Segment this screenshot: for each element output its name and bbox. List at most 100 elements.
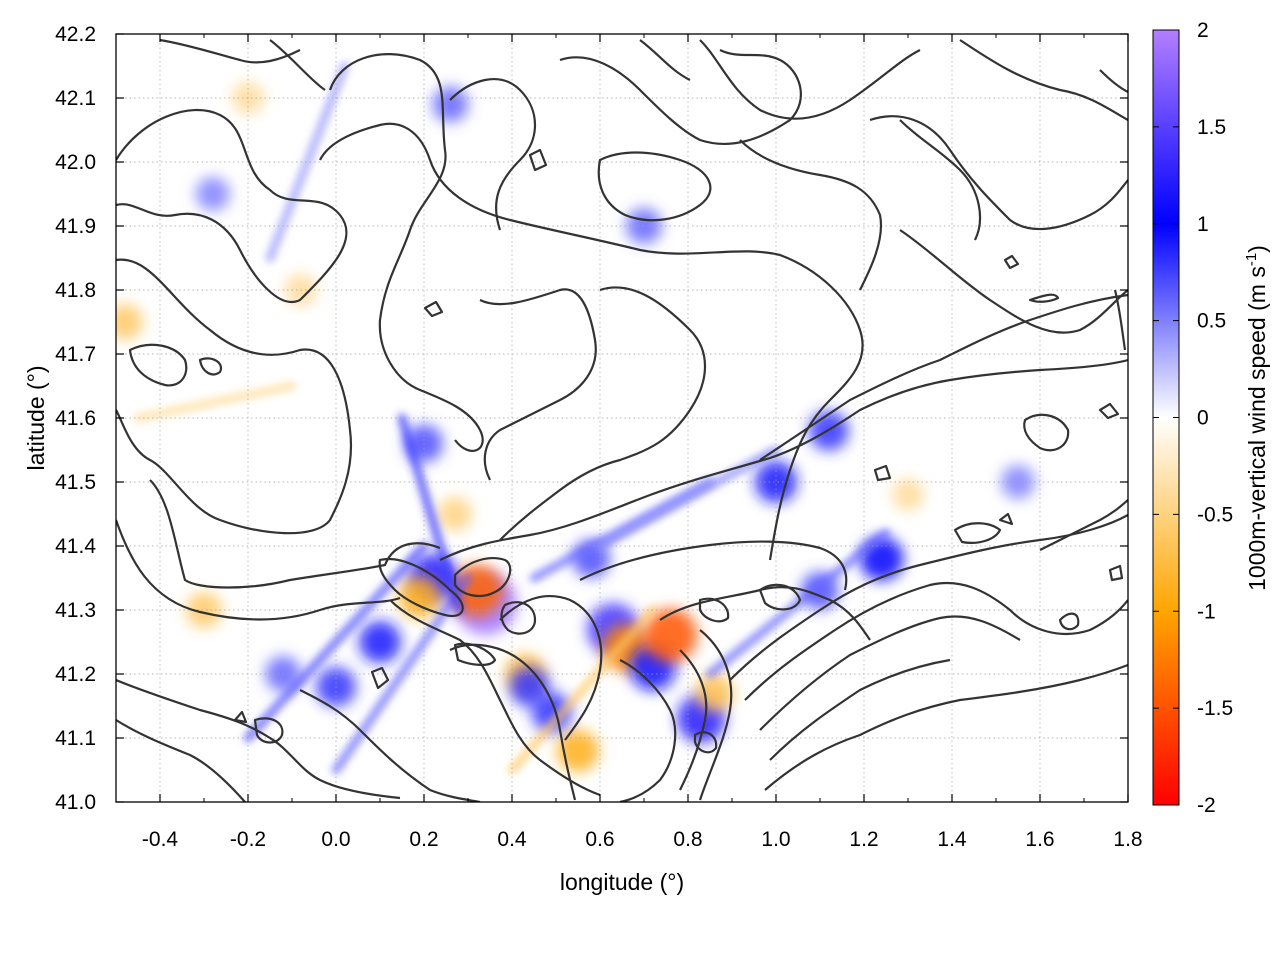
contour-line	[559, 49, 802, 145]
contour-line	[449, 643, 577, 801]
contour-line	[378, 557, 464, 618]
y-tick-label: 41.9	[55, 215, 96, 238]
x-tick-label: 1.0	[761, 828, 790, 851]
contour-line	[899, 119, 982, 241]
contour-line	[198, 357, 223, 376]
colorbar-tick-label: 2	[1197, 19, 1209, 42]
heatmap-cell	[432, 86, 469, 123]
y-tick-label: 42.1	[55, 87, 96, 110]
heatmap-cell	[892, 478, 924, 511]
y-axis-ticks: 41.0 41.1 41.2 41.3 41.4 41.5 41.6 41.7 41.8 41.9…	[55, 23, 1128, 814]
contour-line	[389, 599, 601, 797]
colorbar-tick-label: 1	[1197, 213, 1209, 236]
contour-line	[1023, 413, 1070, 452]
contour-line	[769, 658, 951, 761]
contour-line	[1058, 612, 1080, 631]
contour-line	[693, 731, 718, 754]
y-axis-label: latitude (°)	[23, 365, 49, 470]
x-tick-label: -0.2	[230, 828, 266, 851]
contour-line	[116, 519, 401, 621]
contour-line	[116, 719, 246, 802]
colorbar-tick-label: 0	[1197, 407, 1209, 430]
contour-line	[500, 601, 537, 635]
contour-line	[1003, 254, 1020, 270]
contour-line	[233, 710, 248, 724]
contour-line	[1108, 564, 1124, 582]
contour-line	[423, 300, 444, 318]
colorbar-tick-label: -0.5	[1197, 503, 1233, 526]
x-tick-label: 1.8	[1113, 828, 1142, 851]
contour-line	[869, 115, 1128, 231]
contour-line	[439, 358, 1128, 561]
y-tick-label: 42.2	[55, 23, 96, 46]
contour-line	[269, 39, 326, 91]
contour-line	[453, 557, 512, 598]
contour-line	[959, 39, 1128, 121]
contour-line	[764, 663, 1128, 791]
colorbar-tick-label: -2	[1197, 794, 1216, 817]
heatmap-cell	[509, 666, 550, 707]
grid-lines	[116, 34, 1128, 802]
y-tick-label: 41.5	[55, 471, 96, 494]
contour-line	[528, 148, 548, 172]
contour-line	[328, 53, 484, 452]
colorbar-label-suffix: )	[1244, 245, 1270, 253]
contour-line	[899, 229, 1128, 334]
contour-line	[499, 286, 707, 541]
heatmap-cell	[398, 576, 441, 619]
y-tick-label: 41.2	[55, 663, 96, 686]
contour-line	[1098, 402, 1120, 420]
colorbar-tick-label: -1.5	[1197, 697, 1233, 720]
heatmap-cell	[437, 497, 472, 531]
heatmap-cell	[557, 729, 599, 772]
x-tick-label: 0.6	[585, 828, 614, 851]
x-tick-label: 0.2	[409, 828, 438, 851]
colorbar-tick-label: 0.5	[1197, 310, 1226, 333]
contour-line	[453, 642, 497, 666]
heatmap-streak	[133, 381, 297, 423]
contour-line	[159, 38, 301, 64]
contour-line	[873, 464, 892, 482]
contour-line	[253, 717, 284, 744]
x-tick-label: -0.4	[142, 828, 179, 851]
colorbar-label-prefix: 1000m-vertical wind speed (m s	[1244, 266, 1270, 591]
x-tick-label: 1.2	[849, 828, 878, 851]
contour-line	[299, 689, 481, 802]
contour-line	[479, 288, 597, 481]
contour-line	[758, 583, 802, 611]
contour-line	[1028, 293, 1060, 303]
contour-line	[1039, 499, 1128, 551]
y-tick-label: 41.8	[55, 279, 96, 302]
contour-line	[116, 258, 353, 535]
heatmap-cell	[186, 592, 222, 628]
heatmap-streak	[397, 413, 464, 615]
x-tick-label: 0.4	[497, 828, 527, 851]
colorbar-label-superscript: -1	[1243, 253, 1260, 266]
contour-line	[699, 39, 921, 120]
y-tick-label: 41.7	[55, 343, 96, 366]
contour-line	[597, 151, 712, 222]
contour-line	[698, 629, 733, 801]
x-tick-label: 0.0	[321, 828, 350, 851]
contour-line	[579, 540, 848, 591]
x-tick-label: 1.4	[937, 828, 967, 851]
contour-line	[1099, 69, 1128, 93]
contour-line	[116, 108, 348, 303]
contour-line	[639, 39, 691, 81]
heatmap-cell	[755, 461, 797, 503]
contour-line	[619, 659, 677, 802]
contour-line	[953, 522, 1002, 544]
colorbar-label: 1000m-vertical wind speed (m s-1)	[1243, 245, 1270, 591]
heatmap-cell	[116, 304, 143, 340]
contour-line	[759, 615, 1021, 731]
colorbar-tick-label: 1.5	[1197, 116, 1226, 139]
contour-line	[739, 139, 883, 291]
colorbar-ticks: -2 -1.5 -1 -0.5 0 0.5 1 1.5 2	[1153, 19, 1233, 817]
x-tick-label: 0.8	[673, 828, 702, 851]
contour-lines	[116, 38, 1128, 802]
contour-line	[370, 666, 390, 690]
y-tick-label: 41.6	[55, 407, 96, 430]
heatmap-cell	[695, 674, 734, 713]
contour-line	[744, 581, 1128, 701]
contour-line	[1113, 289, 1127, 351]
